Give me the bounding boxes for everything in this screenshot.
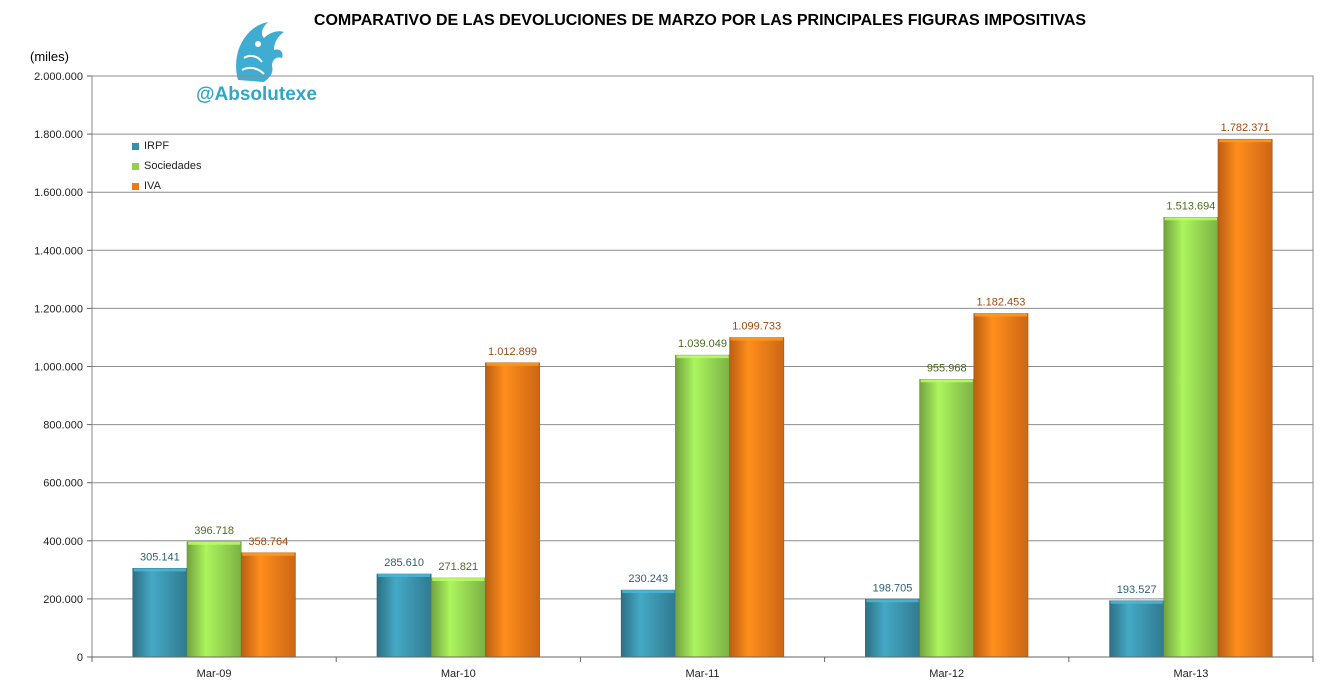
bar-cap-irpf	[1110, 600, 1163, 604]
x-tick-label: Mar-11	[685, 668, 719, 680]
bar-sociedades	[675, 354, 730, 658]
bar-cap-irpf	[866, 599, 919, 603]
bar-irpf	[132, 568, 188, 658]
griffin-icon	[236, 22, 284, 82]
bar-irpf	[1109, 600, 1165, 658]
legend-swatch-sociedades	[132, 162, 139, 170]
y-tick-label: 800.000	[43, 420, 83, 432]
bar-cap-iva	[1219, 139, 1272, 143]
data-label-sociedades: 396.718	[194, 525, 234, 537]
data-label-irpf: 193.527	[1117, 584, 1157, 596]
y-tick-label: 1.400.000	[34, 245, 83, 257]
unit-label: (miles)	[30, 49, 69, 64]
legend-swatch-irpf	[132, 142, 139, 150]
legend-item-sociedades: Sociedades	[132, 156, 202, 176]
y-tick-label: 2.000.000	[34, 71, 83, 83]
bar-iva	[729, 337, 785, 658]
bar-irpf	[620, 589, 676, 658]
data-label-irpf: 198.705	[873, 582, 913, 594]
x-tick-label: Mar-13	[1173, 668, 1208, 680]
x-tick-label: Mar-10	[441, 668, 476, 680]
bar-iva	[240, 552, 296, 658]
data-label-iva: 358.764	[248, 536, 288, 548]
bar-iva	[485, 362, 540, 658]
legend: IRPF Sociedades IVA	[132, 136, 202, 196]
data-label-irpf: 230.243	[628, 573, 668, 585]
y-tick-label: 200.000	[43, 594, 83, 606]
bar-sociedades	[430, 577, 486, 658]
bar-cap-sociedades	[432, 578, 485, 582]
bar-cap-irpf	[622, 590, 675, 594]
x-tick-label: Mar-09	[197, 668, 232, 680]
data-label-sociedades: 955.968	[927, 362, 967, 374]
y-tick-label: 0	[77, 652, 83, 664]
data-label-sociedades: 1.039.049	[678, 338, 727, 350]
y-tick-label: 1.600.000	[34, 187, 83, 199]
legend-label-sociedades: Sociedades	[144, 160, 202, 172]
data-label-iva: 1.012.899	[488, 346, 537, 358]
data-label-sociedades: 271.821	[438, 561, 478, 573]
bar-cap-sociedades	[1164, 217, 1218, 221]
bar-iva	[1217, 138, 1273, 658]
bar-cap-iva	[242, 552, 295, 556]
bar-cap-iva	[486, 362, 539, 366]
y-tick-label: 1.800.000	[34, 129, 83, 141]
bar-cap-sociedades	[920, 379, 973, 383]
legend-item-iva: IVA	[132, 176, 202, 196]
y-tick-label: 1.200.000	[34, 303, 83, 315]
x-tick-label: Mar-12	[929, 668, 964, 680]
bar-cap-irpf	[133, 568, 186, 572]
data-label-iva: 1.782.371	[1221, 122, 1270, 134]
legend-label-iva: IVA	[144, 180, 161, 192]
bar-sociedades	[919, 378, 975, 658]
legend-swatch-iva	[132, 182, 139, 190]
legend-label-irpf: IRPF	[144, 140, 170, 152]
chart-title: COMPARATIVO DE LAS DEVOLUCIONES DE MARZO…	[313, 12, 1087, 29]
data-label-irpf: 305.141	[140, 551, 180, 563]
bar-cap-iva	[730, 337, 783, 341]
y-tick-label: 1.000.000	[34, 362, 83, 374]
bar-sociedades	[186, 541, 242, 658]
bar-cap-irpf	[377, 574, 431, 578]
brand-label: @Absolutexe	[196, 84, 317, 105]
bar-irpf	[376, 573, 432, 658]
data-label-sociedades: 1.513.694	[1166, 200, 1215, 212]
legend-item-irpf: IRPF	[132, 136, 202, 156]
data-label-iva: 1.182.453	[976, 296, 1025, 308]
bar-cap-sociedades	[676, 355, 729, 359]
data-label-irpf: 285.610	[384, 557, 424, 569]
bar-cap-sociedades	[187, 541, 241, 545]
bar-irpf	[865, 598, 920, 658]
bar-sociedades	[1163, 216, 1219, 658]
data-label-iva: 1.099.733	[732, 321, 781, 333]
y-tick-label: 600.000	[43, 478, 83, 490]
y-tick-label: 400.000	[43, 536, 83, 548]
bar-iva	[973, 313, 1029, 658]
bar-cap-iva	[974, 313, 1028, 317]
